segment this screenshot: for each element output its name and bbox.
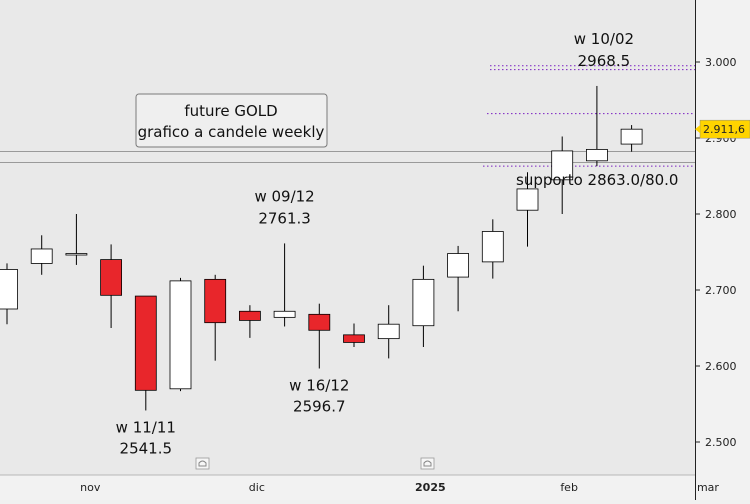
price-tag-pointer: [695, 125, 700, 134]
candle-body-up: [620, 128, 643, 145]
title-box[interactable]: future GOLD grafico a candele weekly: [135, 93, 328, 148]
x-tick-label: feb: [560, 481, 578, 494]
plot-area: [0, 0, 695, 475]
current-price-tag: 2.911,6: [695, 119, 750, 139]
candle-body-up: [412, 278, 435, 327]
candle-body-down: [238, 310, 261, 321]
candle-body-down: [308, 313, 331, 331]
candles: [0, 85, 643, 411]
candle-body-up: [551, 150, 574, 181]
annotation-label: 2761.3: [258, 209, 311, 227]
candle-body-up: [169, 280, 192, 390]
horizontal-levels: [483, 65, 695, 167]
support-label: supporto 2863.0/80.0: [516, 171, 678, 189]
candle: [377, 305, 400, 359]
candle: [586, 85, 608, 167]
candle-body-up: [586, 148, 608, 162]
candle-body-up: [0, 269, 18, 310]
chart-title: future GOLD: [184, 102, 277, 120]
alarm-bell-icon[interactable]: [420, 457, 435, 470]
candle: [169, 277, 192, 392]
chart-subtitle: grafico a candele weekly: [138, 123, 325, 141]
candle: [620, 125, 643, 152]
candle-body-up: [447, 253, 470, 278]
candle-body-down: [343, 334, 365, 343]
candle: [481, 219, 504, 279]
candle: [516, 172, 539, 247]
candle-body-up: [516, 188, 539, 211]
candle-body-up: [481, 231, 504, 263]
x-tick-label: dic: [249, 481, 265, 494]
candle: [551, 136, 574, 214]
y-tick-label: 2.700: [705, 284, 737, 297]
candle: [65, 214, 88, 265]
y-tick-label: 2.800: [705, 208, 737, 221]
candle: [238, 305, 261, 338]
annotations: w 11/11 2541.5 w 09/12 2761.3 w 16/12 2596.7 w…: [116, 30, 634, 458]
candle: [273, 243, 296, 327]
annotation-label: w 11/11: [116, 418, 176, 436]
candle-body-down: [204, 278, 227, 324]
y-tick-label: 2.500: [705, 436, 737, 449]
x-tick-label: mar: [697, 481, 719, 494]
price-tag-label: 2.911,6: [703, 123, 745, 136]
candle: [30, 235, 53, 275]
candle: [100, 244, 122, 328]
annotation-label: 2968.5: [578, 52, 631, 70]
alarm-bell-icon[interactable]: [195, 457, 210, 470]
candle: [343, 323, 365, 347]
candle: [0, 263, 18, 325]
annotation-label: 2596.7: [293, 398, 346, 416]
candle: [134, 295, 157, 411]
annotation-label: 2541.5: [120, 439, 173, 457]
candle: [447, 245, 470, 312]
annotation-label: w 09/12: [254, 187, 314, 205]
support-zone: [0, 151, 695, 164]
candle-body-down: [134, 295, 157, 391]
candle-body-up: [273, 310, 296, 318]
candle-body-down: [100, 259, 122, 296]
x-tick-label: 2025: [415, 481, 446, 494]
candle: [412, 265, 435, 347]
y-tick-label: 3.000: [705, 56, 737, 69]
x-axis: nov dic 2025 feb mar: [80, 481, 719, 494]
candle: [204, 274, 227, 361]
annotation-label: w 16/12: [289, 377, 349, 395]
candle: [308, 303, 331, 369]
candle-body-up: [377, 323, 400, 340]
annotation-label: w 10/02: [574, 30, 634, 48]
candle-body-up: [30, 248, 53, 264]
y-tick-label: 2.600: [705, 360, 737, 373]
candle-body-up: [65, 253, 88, 256]
x-tick-label: nov: [80, 481, 101, 494]
